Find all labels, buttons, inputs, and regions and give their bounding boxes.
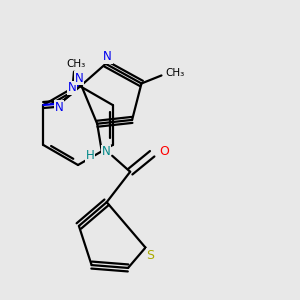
Text: N: N — [55, 100, 63, 114]
Text: S: S — [146, 249, 154, 262]
Text: O: O — [159, 145, 169, 158]
Text: CH₃: CH₃ — [66, 59, 85, 69]
Text: N: N — [68, 81, 76, 94]
Text: N: N — [102, 145, 111, 158]
Text: N: N — [75, 72, 84, 85]
Text: N: N — [103, 50, 112, 63]
Text: CH₃: CH₃ — [166, 68, 185, 79]
Text: H: H — [86, 149, 94, 162]
